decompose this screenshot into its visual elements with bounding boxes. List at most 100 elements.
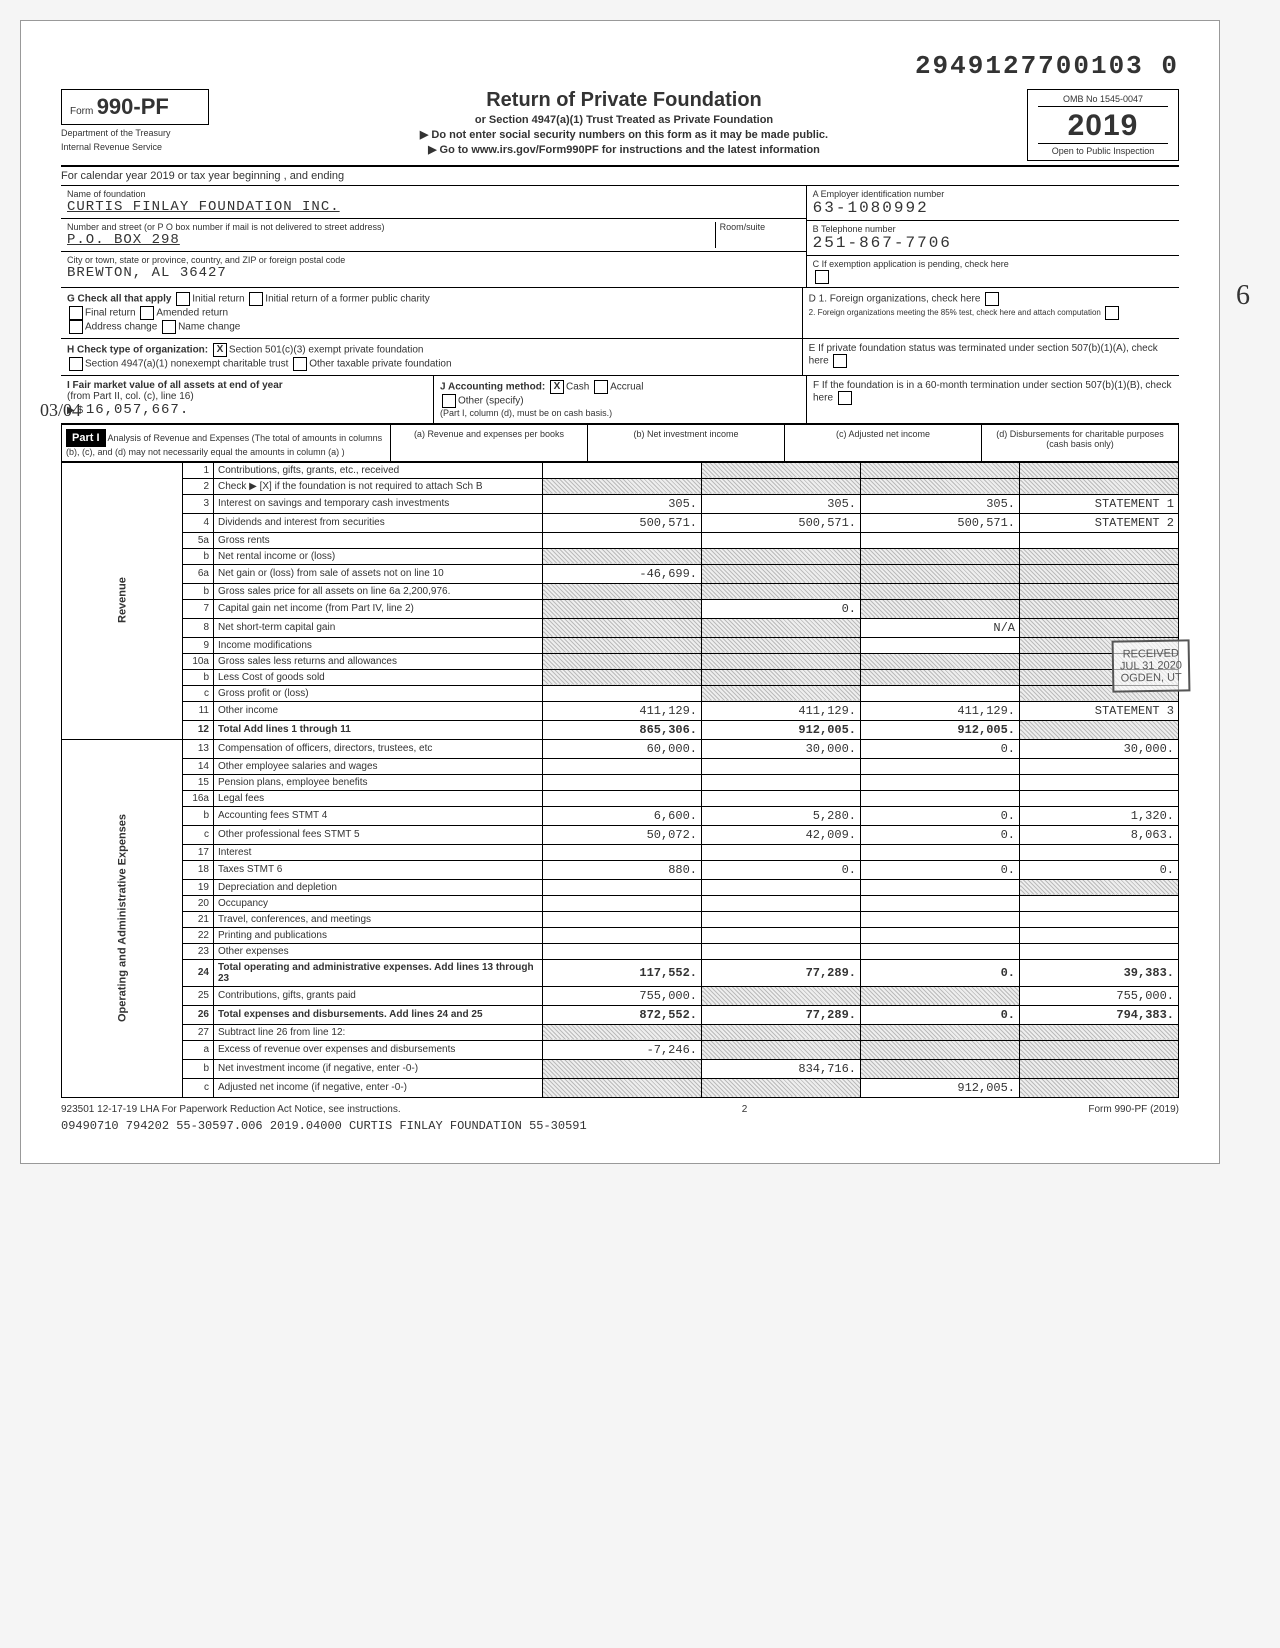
- street: P.O. BOX 298: [67, 232, 715, 248]
- line-number: b: [183, 1059, 214, 1078]
- line-label: Legal fees: [214, 790, 543, 806]
- tax-year: 2019: [1038, 109, 1168, 143]
- cell-a: [543, 599, 702, 618]
- omb-number: OMB No 1545-0047: [1038, 94, 1168, 107]
- g-address[interactable]: [69, 320, 83, 334]
- cell-c: [861, 927, 1020, 943]
- h-other-tax[interactable]: [293, 357, 307, 371]
- line-number: c: [183, 685, 214, 701]
- cell-a: 117,552.: [543, 959, 702, 986]
- h-501c3[interactable]: X: [213, 343, 227, 357]
- table-row: bGross sales price for all assets on lin…: [62, 583, 1179, 599]
- cell-c: [861, 895, 1020, 911]
- cell-c: [861, 986, 1020, 1005]
- line-label: Other expenses: [214, 943, 543, 959]
- cell-a: [543, 685, 702, 701]
- h-4947[interactable]: [69, 357, 83, 371]
- line-number: 12: [183, 720, 214, 739]
- d2-checkbox[interactable]: [1105, 306, 1119, 320]
- c-checkbox[interactable]: [815, 270, 829, 284]
- cell-c: 305.: [861, 494, 1020, 513]
- cell-d: [1020, 879, 1179, 895]
- line-label: Accounting fees STMT 4: [214, 806, 543, 825]
- line-number: c: [183, 825, 214, 844]
- table-row: 4Dividends and interest from securities5…: [62, 513, 1179, 532]
- g-amended[interactable]: [140, 306, 154, 320]
- cell-a: 880.: [543, 860, 702, 879]
- line-number: 9: [183, 637, 214, 653]
- line-label: Adjusted net income (if negative, enter …: [214, 1078, 543, 1097]
- line-number: 8: [183, 618, 214, 637]
- row-i-j-f: I Fair market value of all assets at end…: [61, 376, 1179, 424]
- j-accrual[interactable]: [594, 380, 608, 394]
- calendar-year-line: For calendar year 2019 or tax year begin…: [61, 167, 1179, 186]
- cell-b: [702, 844, 861, 860]
- line-label: Interest: [214, 844, 543, 860]
- cell-b: [702, 1024, 861, 1040]
- g-initial-former[interactable]: [249, 292, 263, 306]
- cell-b: [702, 943, 861, 959]
- cell-b: 305.: [702, 494, 861, 513]
- cell-b: [702, 637, 861, 653]
- table-row: 3Interest on savings and temporary cash …: [62, 494, 1179, 513]
- line-label: Dividends and interest from securities: [214, 513, 543, 532]
- line-number: 7: [183, 599, 214, 618]
- line-label: Other employee salaries and wages: [214, 758, 543, 774]
- table-row: 7Capital gain net income (from Part IV, …: [62, 599, 1179, 618]
- line-number: b: [183, 669, 214, 685]
- cell-a: 50,072.: [543, 825, 702, 844]
- f-checkbox[interactable]: [838, 391, 852, 405]
- line-label: Printing and publications: [214, 927, 543, 943]
- title-column: Return of Private Foundation or Section …: [221, 89, 1027, 158]
- cell-a: 60,000.: [543, 739, 702, 758]
- cell-d: 794,383.: [1020, 1005, 1179, 1024]
- e-checkbox[interactable]: [833, 354, 847, 368]
- line-number: 21: [183, 911, 214, 927]
- cell-d: [1020, 927, 1179, 943]
- cell-d: STATEMENT 1: [1020, 494, 1179, 513]
- table-row: 11Other income411,129.411,129.411,129.ST…: [62, 701, 1179, 720]
- j-other[interactable]: [442, 394, 456, 408]
- cell-a: [543, 583, 702, 599]
- line-number: 14: [183, 758, 214, 774]
- cell-a: -46,699.: [543, 564, 702, 583]
- line-number: 27: [183, 1024, 214, 1040]
- cell-a: [543, 790, 702, 806]
- cell-c: 0.: [861, 806, 1020, 825]
- g-label: G Check all that apply: [67, 293, 171, 304]
- table-row: 21Travel, conferences, and meetings: [62, 911, 1179, 927]
- d2-label: 2. Foreign organizations meeting the 85%…: [809, 308, 1101, 317]
- table-row: 23Other expenses: [62, 943, 1179, 959]
- d1-checkbox[interactable]: [985, 292, 999, 306]
- table-row: 19Depreciation and depletion: [62, 879, 1179, 895]
- table-row: 22Printing and publications: [62, 927, 1179, 943]
- cell-c: 0.: [861, 739, 1020, 758]
- line-label: Other professional fees STMT 5: [214, 825, 543, 844]
- cell-d: [1020, 844, 1179, 860]
- g-name[interactable]: [162, 320, 176, 334]
- city: BREWTON, AL 36427: [67, 265, 800, 281]
- form-label: Form: [70, 106, 93, 117]
- cell-c: [861, 879, 1020, 895]
- footer-left: 923501 12-17-19 LHA For Paperwork Reduct…: [61, 1104, 401, 1115]
- line-number: c: [183, 1078, 214, 1097]
- cell-d: [1020, 583, 1179, 599]
- g-final[interactable]: [69, 306, 83, 320]
- table-row: cAdjusted net income (if negative, enter…: [62, 1078, 1179, 1097]
- cell-c: [861, 685, 1020, 701]
- line-label: Other income: [214, 701, 543, 720]
- stamp-line1: RECEIVED: [1120, 647, 1182, 660]
- line-number: 17: [183, 844, 214, 860]
- line-number: 26: [183, 1005, 214, 1024]
- analysis-table: Revenue1Contributions, gifts, grants, et…: [61, 462, 1179, 1098]
- g-initial[interactable]: [176, 292, 190, 306]
- line-label: Total Add lines 1 through 11: [214, 720, 543, 739]
- cell-d: [1020, 720, 1179, 739]
- cell-b: [702, 618, 861, 637]
- cell-b: 42,009.: [702, 825, 861, 844]
- cell-d: STATEMENT 2: [1020, 513, 1179, 532]
- table-row: bNet investment income (if negative, ent…: [62, 1059, 1179, 1078]
- line-label: Gross sales less returns and allowances: [214, 653, 543, 669]
- j-cash[interactable]: X: [550, 380, 564, 394]
- cell-b: [702, 653, 861, 669]
